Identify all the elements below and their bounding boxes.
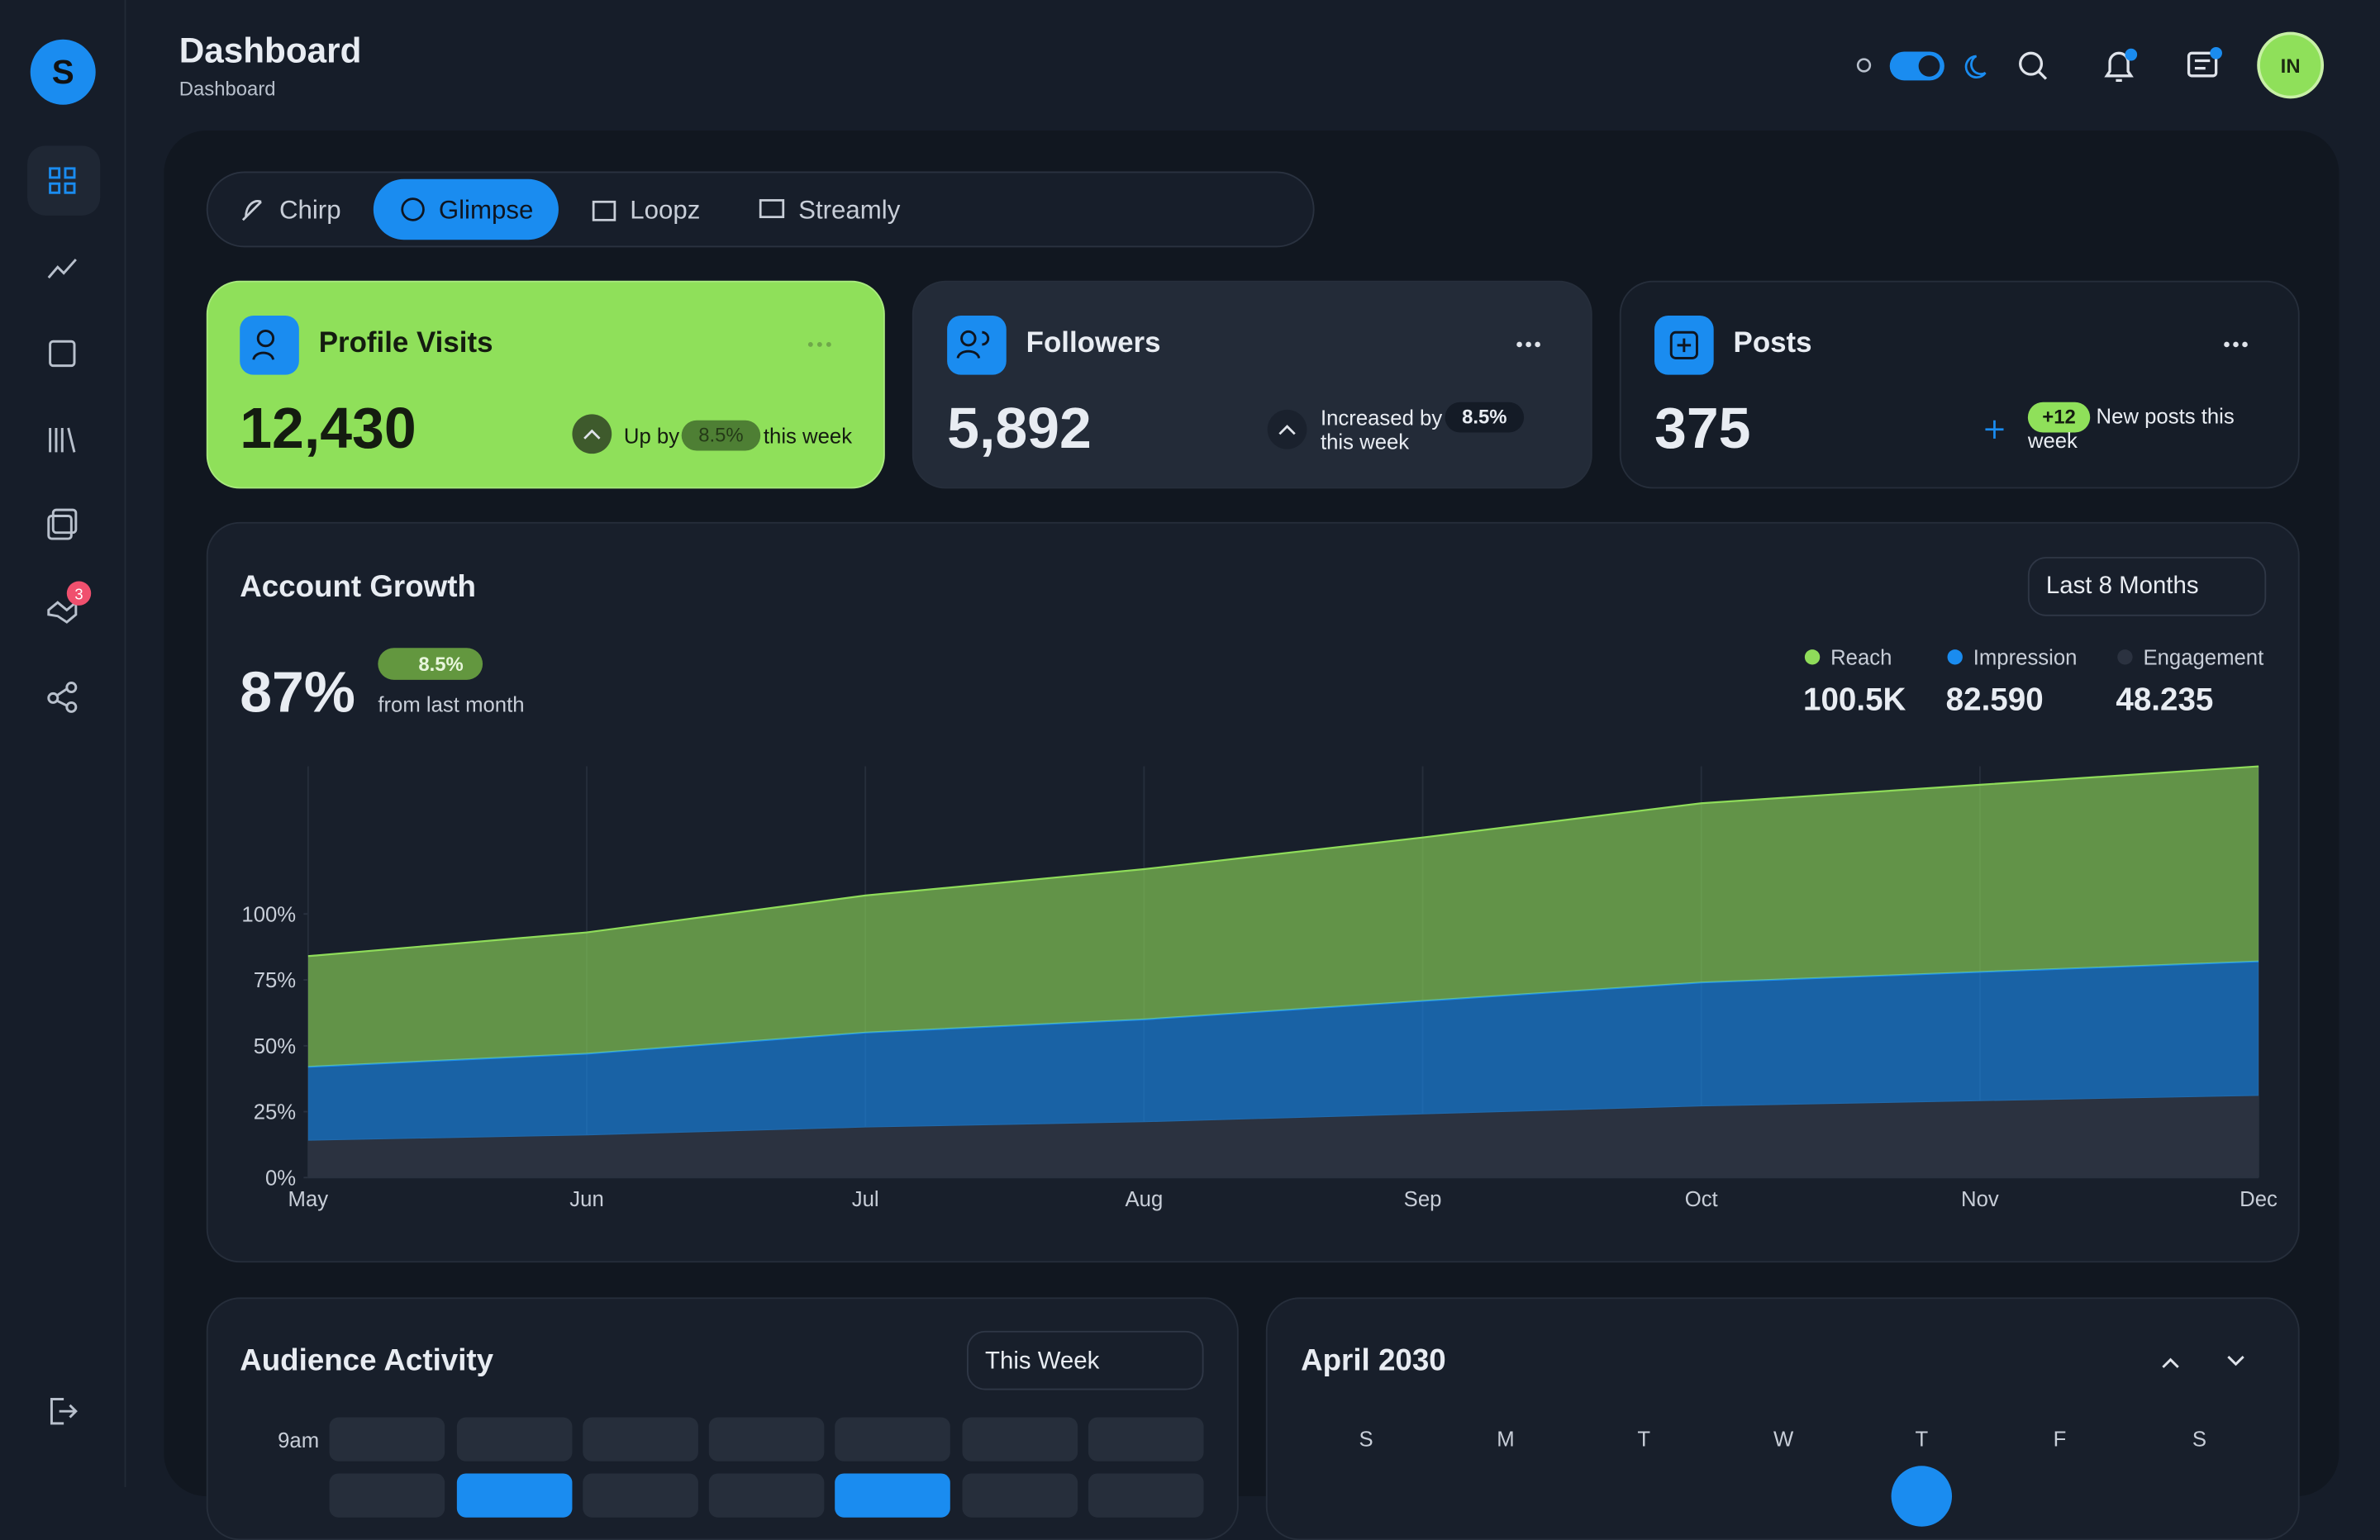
tab[interactable]: Streamly bbox=[798, 195, 901, 225]
heat-cell bbox=[835, 1417, 950, 1462]
heat-cell bbox=[962, 1417, 1078, 1462]
badge bbox=[66, 581, 92, 606]
dropdown-label: Last 8 Months bbox=[2045, 573, 2199, 600]
avatar[interactable] bbox=[2257, 31, 2325, 99]
dropdown[interactable] bbox=[2027, 557, 2267, 616]
breadcrumb[interactable]: Dashboard bbox=[178, 77, 276, 101]
heat-cell bbox=[962, 1473, 1078, 1518]
tab-icons bbox=[241, 197, 785, 221]
change-pill: 8.5% bbox=[1445, 402, 1525, 433]
area-line bbox=[307, 765, 2259, 958]
heat-cell bbox=[456, 1417, 573, 1462]
legend-total: 82.590 bbox=[1946, 682, 2044, 718]
heat-cell bbox=[835, 1473, 950, 1518]
x-tick-label: May bbox=[288, 1188, 329, 1211]
change-pill: 8.5% bbox=[681, 420, 761, 451]
card-value: 375 bbox=[1654, 397, 1751, 462]
heat-cell bbox=[708, 1417, 825, 1462]
x-tick-label: Jun bbox=[569, 1188, 603, 1211]
legend-total: 100.5K bbox=[1803, 682, 1906, 718]
legend-dot bbox=[1947, 649, 1963, 665]
panel-title: Audience Activity bbox=[240, 1344, 494, 1378]
weekday: T bbox=[1915, 1426, 1929, 1451]
x-tick-label: Nov bbox=[1961, 1188, 1999, 1211]
tab[interactable]: Loopz bbox=[630, 195, 701, 225]
sidebar bbox=[0, 0, 126, 1488]
y-tick-label: 50% bbox=[254, 1035, 296, 1058]
top-actions: IN bbox=[1856, 31, 2325, 99]
panel-title: Account Growth bbox=[240, 570, 476, 605]
card-title: Posts bbox=[1733, 327, 1812, 360]
weekday: M bbox=[1497, 1426, 1515, 1451]
y-tick-label: 25% bbox=[254, 1101, 296, 1124]
area bbox=[307, 1096, 2259, 1178]
growth-note: from last month bbox=[378, 692, 525, 716]
page: S 3 Dashboard Dashboard IN Chirp Glimpse… bbox=[0, 0, 2325, 1540]
card-note: New posts this week bbox=[2027, 403, 2235, 453]
area bbox=[307, 766, 2259, 1067]
calendar-nav[interactable] bbox=[2140, 1343, 2262, 1380]
dropdown[interactable] bbox=[967, 1330, 1204, 1390]
card-note: this week bbox=[763, 423, 853, 448]
heat-cell bbox=[456, 1473, 573, 1518]
heat-cell bbox=[583, 1473, 698, 1518]
page-title: Dashboard bbox=[178, 30, 362, 70]
x-tick-label: Oct bbox=[1685, 1188, 1718, 1211]
logo[interactable]: S bbox=[30, 39, 96, 105]
heat-cell bbox=[583, 1417, 698, 1462]
panel-title: April 2030 bbox=[1301, 1344, 1446, 1378]
screen: S 3 Dashboard Dashboard IN Chirp Glimpse… bbox=[0, 0, 2325, 1540]
nav-active[interactable] bbox=[27, 145, 101, 216]
card bbox=[912, 280, 1592, 489]
weekday: S bbox=[2192, 1426, 2207, 1451]
y-tick-label: 0% bbox=[265, 1167, 296, 1190]
x-tick-label: Jul bbox=[852, 1188, 879, 1211]
chart: 0% 25% 50% 75% 100% May Jun Jul Aug Sep Oct Nov Dec R… bbox=[241, 646, 2278, 1211]
card-icons bbox=[240, 316, 2248, 454]
card bbox=[206, 280, 885, 489]
change-pill: +12 bbox=[2027, 402, 2091, 433]
tab-active[interactable] bbox=[373, 178, 559, 240]
card-note: Increased by bbox=[1320, 405, 1443, 430]
change-pill: 8.5% bbox=[378, 648, 483, 680]
legend-total: 48.235 bbox=[2116, 682, 2213, 718]
badge-text: 3 bbox=[74, 586, 83, 603]
weekday: S bbox=[1359, 1426, 1373, 1451]
legend-dot bbox=[2117, 649, 2133, 665]
legend-label: Reach bbox=[1830, 646, 1892, 669]
card-note: Up by bbox=[623, 423, 680, 448]
area bbox=[307, 961, 2259, 1141]
heat-cell bbox=[329, 1417, 445, 1462]
dropdown-label: This Week bbox=[985, 1348, 1100, 1376]
x-tick-label: Aug bbox=[1126, 1188, 1164, 1211]
x-tick-label: Dec bbox=[2240, 1188, 2278, 1211]
weekday: W bbox=[1773, 1426, 1794, 1451]
weekday: T bbox=[1637, 1426, 1651, 1451]
card-note: this week bbox=[1320, 429, 1410, 454]
growth-value: 87% bbox=[240, 661, 355, 725]
heat-cell bbox=[1088, 1417, 1204, 1462]
card-value: 5,892 bbox=[947, 397, 1092, 462]
card-title: Followers bbox=[1026, 327, 1161, 360]
weekday: F bbox=[2053, 1426, 2067, 1451]
y-tick-label: 100% bbox=[241, 903, 296, 926]
y-tick-label: 75% bbox=[254, 969, 296, 992]
nav-icons: 3 bbox=[47, 167, 92, 1425]
legend-label: Engagement bbox=[2143, 646, 2263, 669]
legend-label: Impression bbox=[1973, 646, 2078, 669]
legend-dot bbox=[1804, 649, 1821, 665]
row-label: 9am bbox=[278, 1428, 320, 1452]
heat-cell bbox=[329, 1473, 445, 1518]
card bbox=[1619, 280, 2300, 489]
tab[interactable]: Glimpse bbox=[438, 195, 534, 225]
card-value: 12,430 bbox=[240, 397, 416, 462]
heat-cell bbox=[708, 1473, 825, 1518]
x-tick-label: Sep bbox=[1404, 1188, 1442, 1211]
heat-cell bbox=[1088, 1473, 1204, 1518]
avatar-text: IN bbox=[2281, 55, 2301, 78]
card-title: Profile Visits bbox=[318, 327, 493, 360]
tab[interactable]: Chirp bbox=[278, 195, 341, 225]
